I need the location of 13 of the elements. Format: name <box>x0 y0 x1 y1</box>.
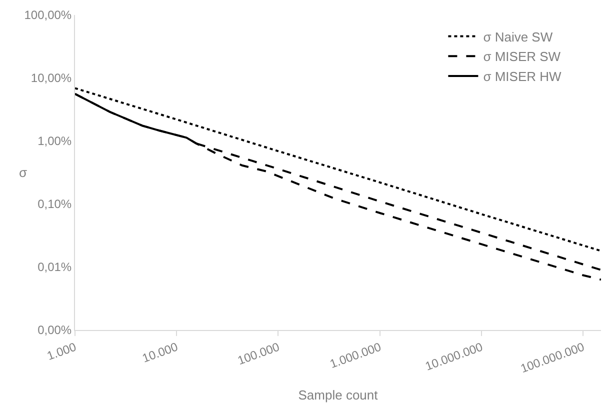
x-axis-title: Sample count <box>298 387 378 402</box>
y-axis-title: σ <box>19 165 28 180</box>
y-tick-label: 0,01% <box>38 260 72 274</box>
legend-label: σ MISER HW <box>483 69 562 84</box>
x-tick-label: 10.000 <box>140 340 180 366</box>
y-tick-label: 0,10% <box>38 197 72 212</box>
legend-label: σ Naive SW <box>483 29 554 44</box>
x-tick-label: 1.000 <box>45 340 78 364</box>
y-tick-label: 100,00% <box>24 8 72 22</box>
y-tick-label: 1,00% <box>38 134 72 148</box>
legend-label: σ MISER SW <box>483 49 562 64</box>
y-tick-label: 0,00% <box>38 323 72 338</box>
y-tick-label: 10,00% <box>30 71 72 86</box>
